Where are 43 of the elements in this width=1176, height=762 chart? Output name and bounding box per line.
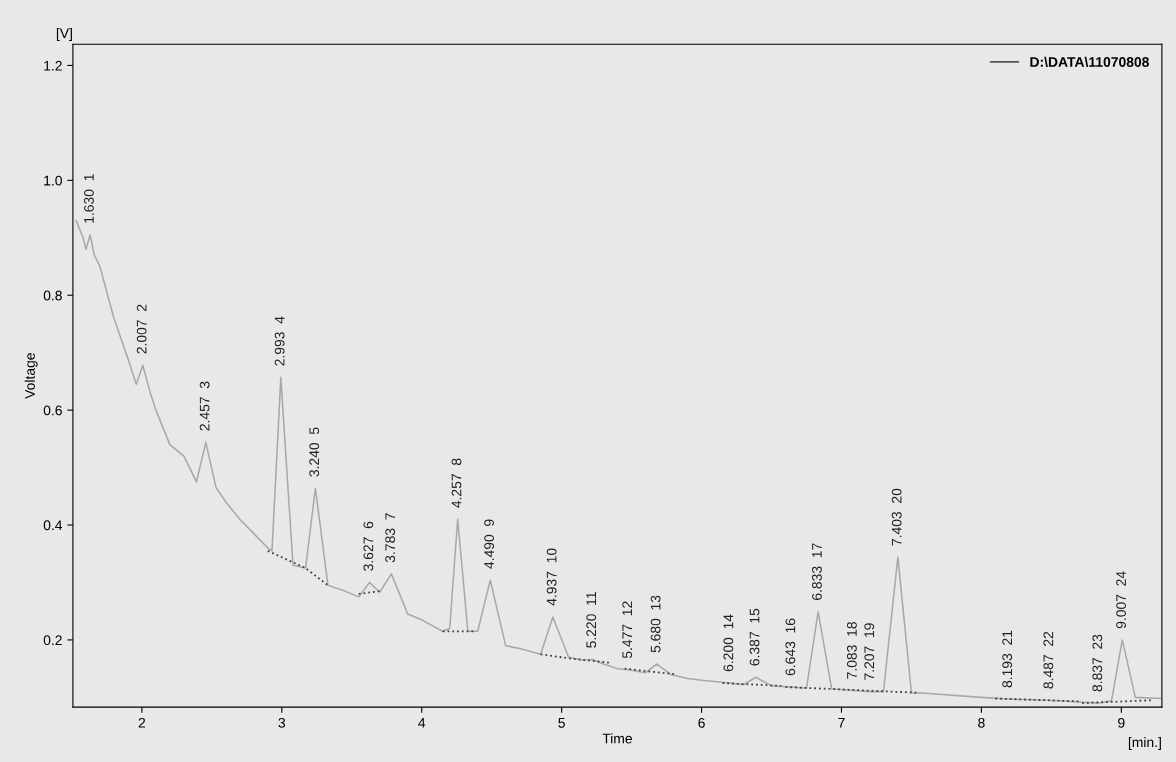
annotation: 8.487 22 bbox=[1043, 631, 1054, 689]
x-tick-label: 4 bbox=[418, 718, 426, 728]
y-tick-label: 1.0 bbox=[44, 175, 62, 186]
text: [min.] bbox=[1128, 736, 1161, 750]
x-tick-label: 7 bbox=[838, 718, 845, 728]
annotation: 5.477 12 bbox=[622, 601, 633, 659]
x-tick-label: 5 bbox=[558, 718, 565, 728]
annotation: 9.007 24 bbox=[1116, 571, 1127, 629]
annotation: 6.643 16 bbox=[785, 618, 796, 676]
annotation: 6.200 14 bbox=[723, 614, 734, 672]
annotation: 3.240 5 bbox=[309, 427, 320, 477]
annotation: 4.937 10 bbox=[546, 548, 557, 606]
y-tick-label: 0.4 bbox=[43, 520, 63, 531]
x-tick-label: 3 bbox=[278, 717, 286, 728]
annotation: 2.457 3 bbox=[199, 381, 210, 431]
y-axis-title: Voltage bbox=[24, 353, 38, 399]
text: [V] bbox=[56, 27, 72, 41]
annotation: 4.490 9 bbox=[484, 519, 495, 569]
x-tick-label: 8 bbox=[978, 717, 985, 728]
x-tick-label: 2 bbox=[138, 717, 146, 728]
x-axis-title: Time bbox=[602, 733, 632, 744]
annotation: 5.680 13 bbox=[650, 595, 661, 653]
x-tick-label: 9 bbox=[1118, 717, 1125, 728]
annotation: 8.837 23 bbox=[1092, 634, 1103, 692]
annotation: 7.083 18 bbox=[846, 622, 857, 679]
annotation: 8.193 21 bbox=[1002, 630, 1013, 688]
annotation: 4.257 8 bbox=[451, 458, 462, 508]
y-tick-label: 1.2 bbox=[44, 60, 62, 71]
annotation: 5.220 11 bbox=[586, 592, 597, 648]
annotation: 7.207 19 bbox=[864, 623, 875, 680]
annotation: 3.783 7 bbox=[385, 513, 396, 563]
annotation: 1.630 1 bbox=[84, 174, 94, 223]
annotation: 6.833 17 bbox=[812, 543, 822, 600]
x-tick-label: 6 bbox=[698, 717, 705, 728]
annotation: 2.007 2 bbox=[136, 304, 147, 354]
y-tick-label: 0.2 bbox=[43, 635, 62, 646]
annotation: 6.387 15 bbox=[749, 608, 760, 666]
text: D:\DATA\11070808 bbox=[1030, 56, 1149, 68]
annotation: 7.403 20 bbox=[891, 488, 902, 546]
y-tick-label: 0.8 bbox=[43, 290, 62, 301]
annotation: 2.993 4 bbox=[274, 316, 285, 366]
annotation: 3.627 6 bbox=[363, 521, 374, 571]
y-tick-label: 0.6 bbox=[43, 405, 62, 416]
